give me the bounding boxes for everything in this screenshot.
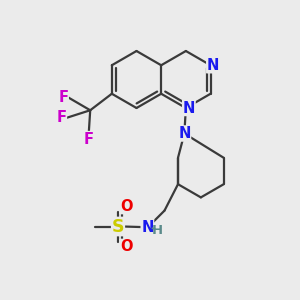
Text: H: H [152,224,163,237]
Text: N: N [141,220,154,235]
Text: O: O [120,199,132,214]
Text: N: N [183,100,195,116]
Text: O: O [120,239,132,254]
Text: F: F [56,110,66,125]
Text: N: N [178,126,190,141]
Text: N: N [207,58,219,73]
Text: F: F [58,90,68,105]
Text: S: S [112,218,124,236]
Text: F: F [84,131,94,147]
